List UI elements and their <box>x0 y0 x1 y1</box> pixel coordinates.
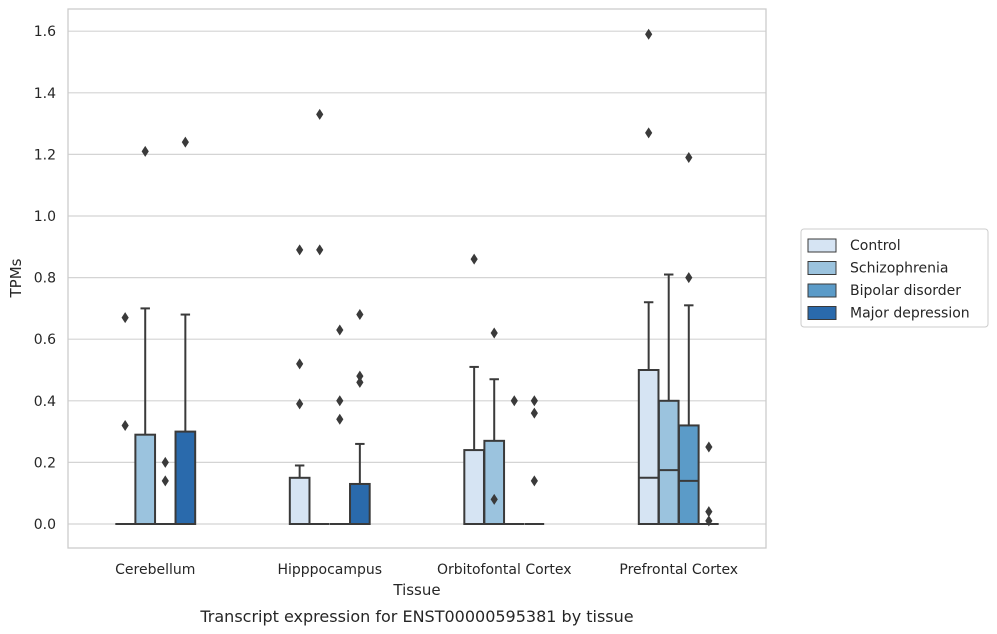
outlier-point <box>531 395 538 406</box>
outlier-point <box>645 29 652 40</box>
box-group <box>330 324 350 524</box>
y-axis-ticks: 0.0 0.2 0.4 0.6 0.8 1.0 1.2 1.4 1.6 <box>34 24 56 533</box>
outlier-point <box>356 371 363 382</box>
x-tick-label: Orbitofontal Cortex <box>437 562 572 578</box>
y-tick-label: 0.6 <box>34 332 56 348</box>
outlier-point <box>296 358 303 369</box>
outlier-point <box>336 324 343 335</box>
box-rect <box>135 435 155 524</box>
y-tick-label: 0.2 <box>34 455 56 471</box>
legend: Control Schizophrenia Bipolar disorder Majo… <box>801 229 988 327</box>
legend-swatch <box>808 239 836 252</box>
outlier-point <box>685 152 692 163</box>
legend-label: Control <box>850 238 901 254</box>
figure-caption: Transcript expression for ENST0000059538… <box>199 607 633 626</box>
box-group <box>464 254 484 524</box>
box-group <box>639 29 659 524</box>
y-tick-label: 0.0 <box>34 517 56 533</box>
x-axis-label: Tissue <box>392 581 440 599</box>
outlier-point <box>685 272 692 283</box>
outlier-point <box>511 395 518 406</box>
x-axis-ticks: Cerebellum Hipppocampus Orbitofontal Corte… <box>115 562 738 578</box>
x-tick-label: Cerebellum <box>115 562 195 578</box>
outlier-point <box>705 506 712 517</box>
y-tick-label: 1.6 <box>34 24 56 40</box>
box-group <box>484 328 504 524</box>
y-tick-label: 0.4 <box>34 394 56 410</box>
box-rect <box>484 441 504 524</box>
y-tick-label: 0.8 <box>34 271 56 287</box>
box-rect <box>176 432 196 524</box>
box-group <box>679 152 699 524</box>
y-tick-label: 1.4 <box>34 86 56 102</box>
x-tick-label: Prefrontal Cortex <box>619 562 738 578</box>
box-group <box>310 109 330 524</box>
outlier-point <box>705 442 712 453</box>
box-group <box>115 312 135 524</box>
y-tick-label: 1.2 <box>34 147 56 163</box>
outlier-point <box>531 475 538 486</box>
box-group <box>176 137 196 524</box>
x-tick-label: Hipppocampus <box>277 562 382 578</box>
box-group <box>350 309 370 524</box>
outlier-point <box>531 408 538 419</box>
outlier-point <box>336 414 343 425</box>
box-rect <box>659 401 679 524</box>
legend-swatch <box>808 307 836 320</box>
outlier-point <box>162 457 169 468</box>
legend-label: Schizophrenia <box>850 261 948 277</box>
box-group <box>525 395 545 524</box>
outlier-point <box>296 398 303 409</box>
box-plot-chart: 0.0 0.2 0.4 0.6 0.8 1.0 1.2 1.4 1.6 Cerebellum Hi… <box>0 0 997 634</box>
box-rect <box>350 484 370 524</box>
outlier-point <box>162 475 169 486</box>
box-group <box>659 275 679 524</box>
box-group <box>155 457 175 524</box>
box-rect <box>464 450 484 524</box>
outlier-point <box>142 146 149 157</box>
outlier-point <box>645 127 652 138</box>
box-group <box>504 395 524 524</box>
outlier-point <box>296 244 303 255</box>
legend-swatch <box>808 284 836 297</box>
legend-swatch <box>808 262 836 275</box>
outlier-point <box>122 312 129 323</box>
box-rect <box>679 425 699 524</box>
outlier-point <box>356 309 363 320</box>
y-axis-label: TPMs <box>7 258 25 298</box>
outlier-point <box>122 420 129 431</box>
box-rect <box>639 370 659 524</box>
box-group <box>290 244 310 524</box>
box-rect <box>290 478 310 524</box>
outlier-point <box>316 244 323 255</box>
y-tick-label: 1.0 <box>34 209 56 225</box>
outlier-point <box>316 109 323 120</box>
outlier-point <box>336 395 343 406</box>
box-group <box>699 442 719 527</box>
box-group <box>135 146 155 524</box>
outlier-point <box>182 137 189 148</box>
legend-label: Bipolar disorder <box>850 283 961 299</box>
outlier-point <box>491 328 498 339</box>
legend-label: Major depression <box>850 306 970 322</box>
outlier-point <box>471 254 478 265</box>
